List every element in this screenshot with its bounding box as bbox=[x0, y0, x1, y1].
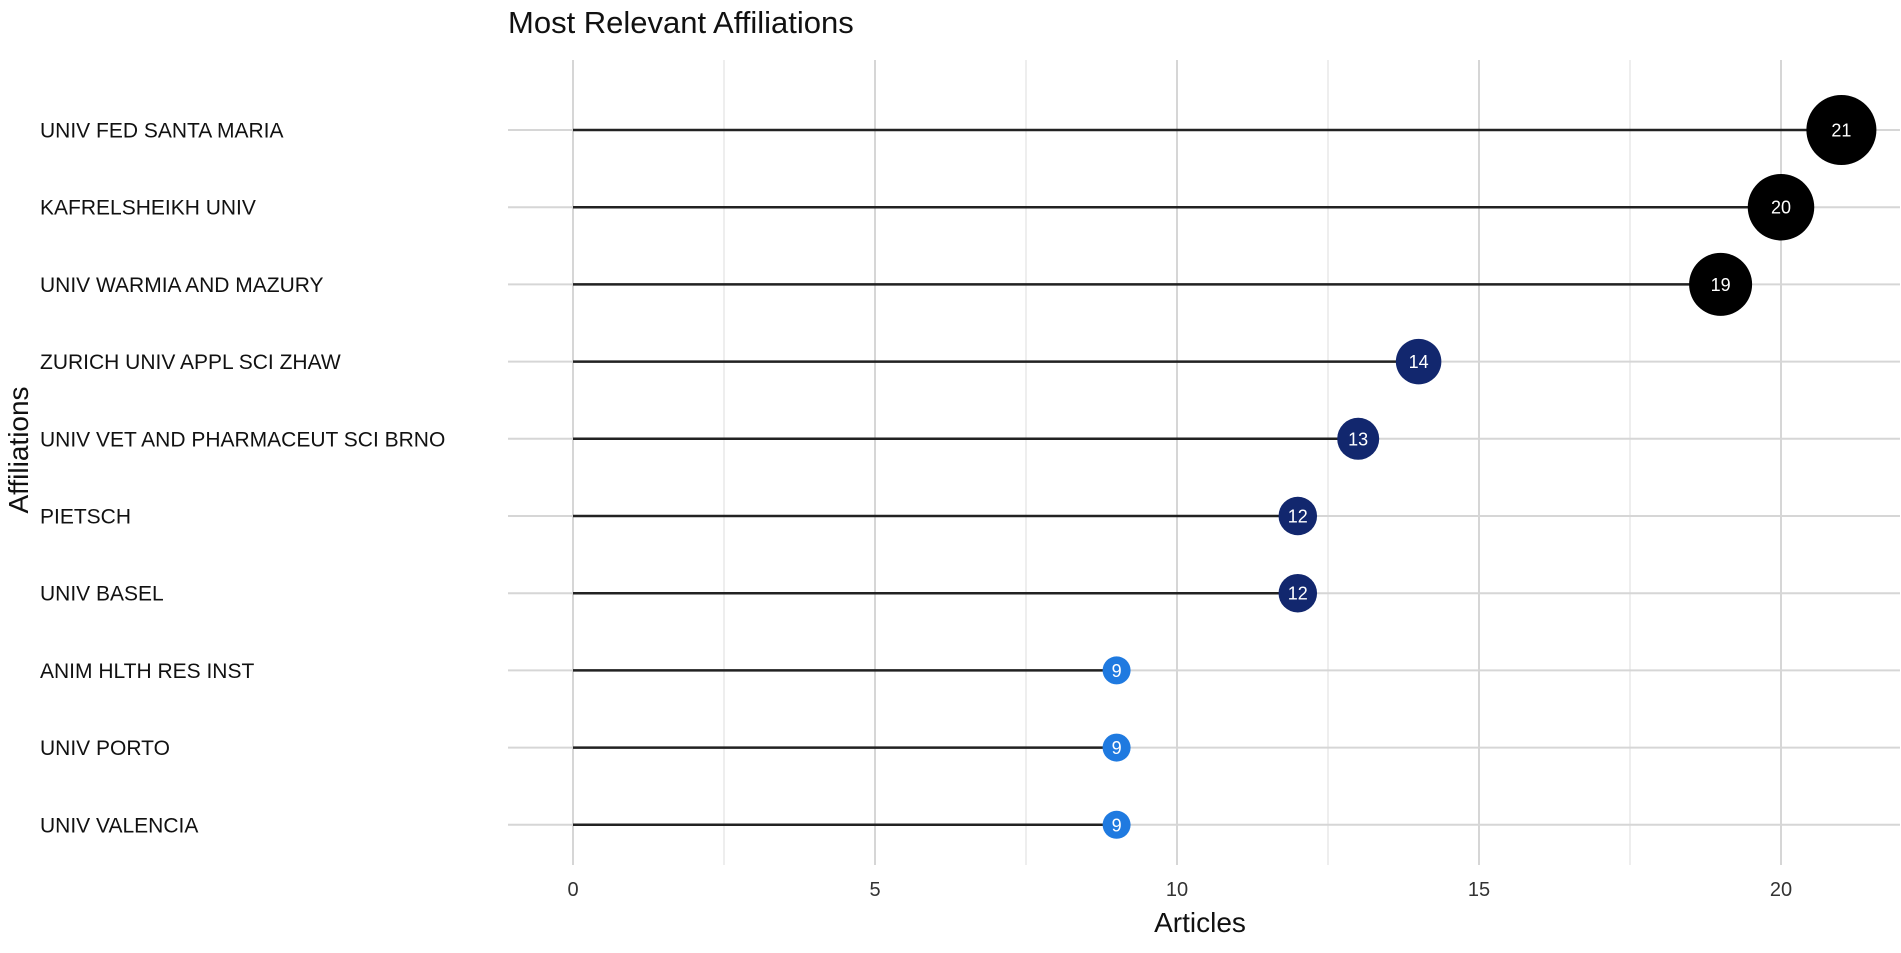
lollipop-point bbox=[1102, 810, 1131, 839]
value-label: 14 bbox=[1409, 352, 1429, 372]
lollipop-point bbox=[1278, 496, 1318, 536]
value-label: 20 bbox=[1771, 198, 1791, 218]
value-label: 9 bbox=[1112, 738, 1122, 758]
category-label: KAFRELSHEIKH UNIV bbox=[40, 197, 256, 220]
lollipop-point bbox=[1102, 733, 1131, 762]
category-label: UNIV VET AND PHARMACEUT SCI BRNO bbox=[40, 428, 445, 451]
value-label: 19 bbox=[1711, 275, 1731, 295]
lollipop-point bbox=[1689, 252, 1753, 316]
category-label: UNIV FED SANTA MARIA bbox=[40, 120, 283, 143]
category-labels: UNIV FED SANTA MARIA KAFRELSHEIKH UNIV UNI… bbox=[40, 120, 445, 838]
category-label: UNIV BASEL bbox=[40, 583, 164, 606]
lollipop-point bbox=[1337, 417, 1380, 460]
x-tick-label: 10 bbox=[1166, 879, 1188, 901]
category-label: UNIV WARMIA AND MAZURY bbox=[40, 274, 324, 297]
lollipop-point bbox=[1806, 95, 1877, 165]
chart-title: Most Relevant Affiliations bbox=[508, 5, 854, 40]
x-axis-title: Articles bbox=[1154, 907, 1246, 938]
category-label: ZURICH UNIV APPL SCI ZHAW bbox=[40, 351, 341, 374]
lollipop-point bbox=[1278, 573, 1318, 613]
value-label: 13 bbox=[1348, 429, 1368, 449]
stems bbox=[573, 128, 1842, 827]
value-label: 21 bbox=[1831, 121, 1851, 141]
x-tick-label: 0 bbox=[567, 879, 578, 901]
category-label: ANIM HLTH RES INST bbox=[40, 660, 254, 683]
x-tick-label: 5 bbox=[869, 879, 880, 901]
grid bbox=[508, 60, 1900, 865]
lollipop-point bbox=[1395, 338, 1442, 385]
category-label: PIETSCH bbox=[40, 506, 131, 529]
x-tick-labels: 0 5 10 15 20 bbox=[567, 879, 1792, 901]
value-label: 12 bbox=[1288, 507, 1308, 527]
category-label: UNIV PORTO bbox=[40, 737, 170, 760]
points: 21 20 19 14 13 12 12 9 9 9 bbox=[1102, 95, 1877, 839]
lollipop-point bbox=[1747, 173, 1815, 241]
value-label: 9 bbox=[1112, 661, 1122, 681]
x-tick-label: 20 bbox=[1770, 879, 1792, 901]
x-tick-label: 15 bbox=[1468, 879, 1490, 901]
y-axis-title: Affiliations bbox=[3, 386, 34, 513]
lollipop-point bbox=[1102, 656, 1131, 685]
value-label: 9 bbox=[1112, 815, 1122, 835]
category-label: UNIV VALENCIA bbox=[40, 814, 198, 837]
value-label: 12 bbox=[1288, 584, 1308, 604]
